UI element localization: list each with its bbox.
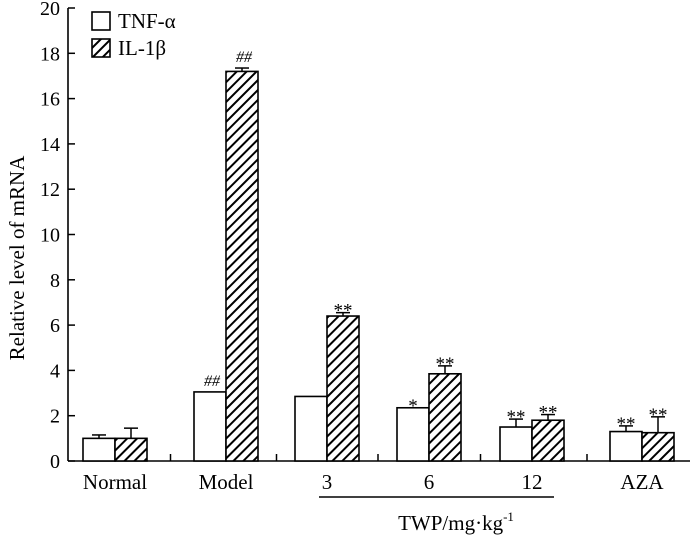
significance-annotation: ** — [334, 301, 353, 322]
legend-swatch — [91, 38, 111, 58]
bar-il-1beta — [428, 372, 462, 462]
bar-tnf-alpha — [294, 395, 328, 462]
y-tick-label: 4 — [50, 360, 60, 382]
y-axis-label-group: Relative level of mRNA — [5, 155, 29, 361]
significance-annotation: ## — [236, 49, 253, 66]
x-category-label: AZA — [620, 470, 664, 494]
y-tick-label: 18 — [40, 43, 60, 65]
bar-tnf-alpha — [499, 426, 533, 462]
bar-il-1beta — [225, 70, 259, 462]
y-tick-label: 14 — [40, 134, 60, 156]
y-tick-label: 6 — [50, 315, 60, 337]
bar-tnf-alpha — [609, 430, 643, 462]
legend-label: IL-1β — [118, 36, 166, 60]
y-tick-label: 12 — [40, 179, 60, 201]
x-axis-label: TWP/mg·kg-1 — [398, 509, 514, 535]
legend-swatch — [91, 11, 111, 31]
x-category-label: 6 — [424, 470, 435, 494]
bar-tnf-alpha — [82, 437, 116, 462]
significance-annotation: ## — [204, 373, 221, 390]
x-axis-label-main: TWP/mg·kg — [398, 511, 503, 535]
bar-il-1beta — [326, 315, 360, 462]
significance-annotation: ** — [507, 407, 526, 428]
legend-label: TNF-α — [118, 9, 176, 33]
legend: TNF-α IL-1β — [91, 9, 176, 60]
significance-annotation: ** — [617, 414, 636, 435]
bar-il-1beta — [531, 419, 565, 462]
y-tick-label: 20 — [40, 0, 60, 20]
significance-annotation: * — [408, 396, 418, 417]
significance-annotation: ** — [649, 405, 668, 426]
bar-tnf-alpha — [193, 391, 227, 462]
x-category-label: Normal — [83, 470, 147, 494]
x-axis-label-superscript: -1 — [503, 509, 514, 524]
y-tick-label: 2 — [50, 406, 60, 428]
x-category-label: 3 — [322, 470, 333, 494]
x-category-label: Model — [199, 470, 254, 494]
y-tick-label: 8 — [50, 270, 60, 292]
significance-annotation: ** — [539, 403, 558, 424]
x-category-label: 12 — [522, 470, 543, 494]
y-axis-label: Relative level of mRNA — [5, 155, 29, 361]
y-tick-label: 0 — [50, 451, 60, 473]
bar-il-1beta — [641, 431, 675, 462]
bar-il-1beta — [114, 437, 148, 462]
y-tick-label: 10 — [40, 225, 60, 247]
y-tick-label: 16 — [40, 89, 60, 111]
significance-annotation: ** — [436, 354, 455, 375]
